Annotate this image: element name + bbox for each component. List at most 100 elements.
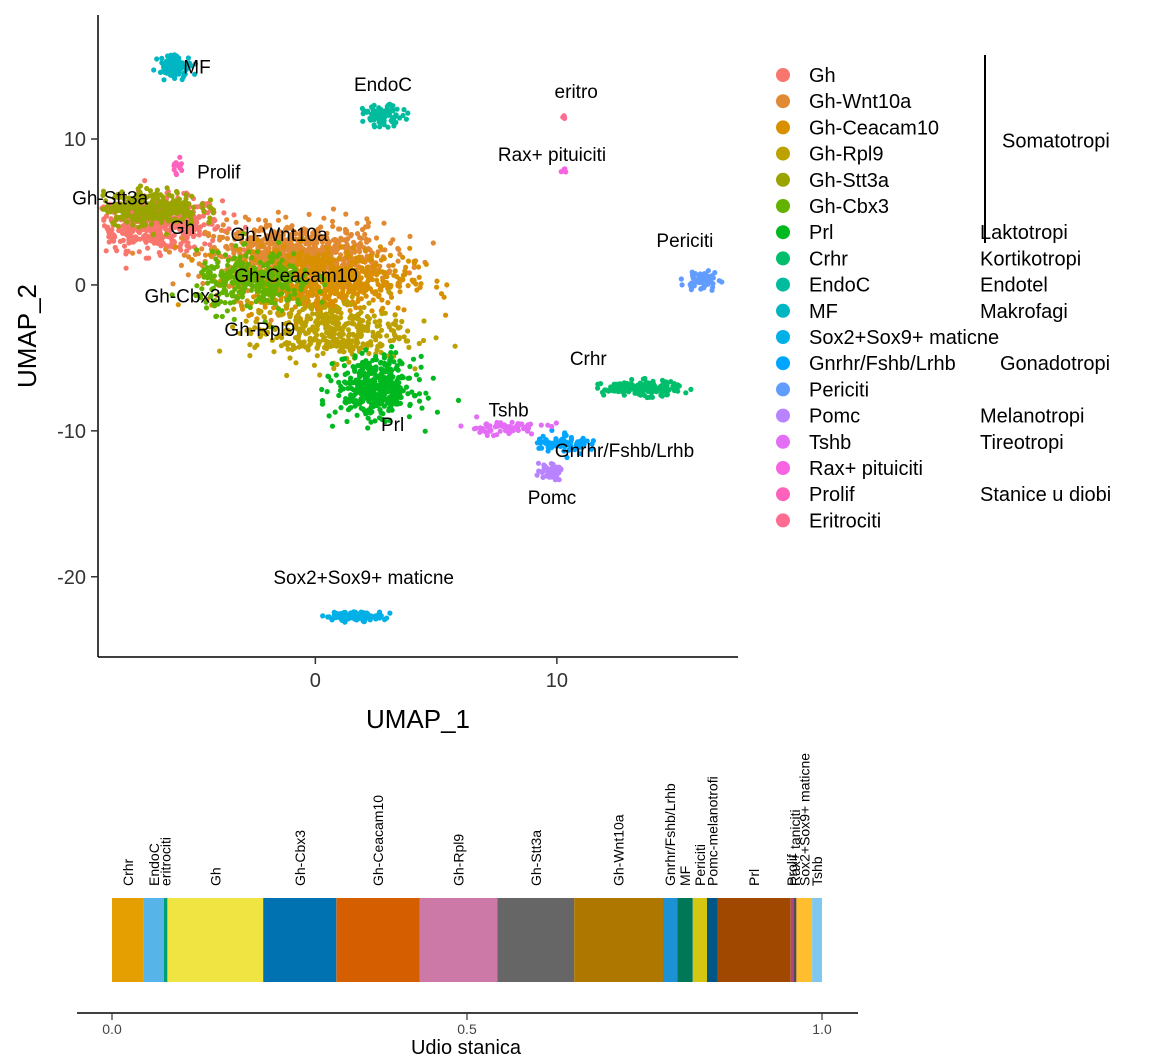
- scatter-point: [412, 392, 418, 399]
- scatter-point: [205, 280, 211, 286]
- scatter-point: [177, 154, 183, 160]
- legend-label: Periciti: [809, 379, 869, 401]
- scatter-point: [304, 315, 310, 321]
- cluster-label-gh-cbx3: Gh-Cbx3: [144, 286, 220, 307]
- scatter-point: [282, 238, 289, 244]
- scatter-point: [391, 359, 397, 365]
- scatter-point: [224, 217, 230, 223]
- scatter-point: [382, 280, 388, 286]
- scatter-point: [423, 390, 429, 396]
- scatter-point: [229, 242, 235, 248]
- scatter-point: [704, 277, 710, 283]
- scatter-point: [110, 232, 116, 238]
- scatter-point: [122, 212, 129, 218]
- scatter-point: [288, 232, 294, 238]
- scatter-point: [180, 216, 186, 222]
- scatter-point: [175, 162, 181, 169]
- scatter-point: [310, 270, 316, 276]
- bar-segment-periciti: [692, 898, 707, 982]
- scatter-point: [332, 409, 338, 415]
- scatter-point: [231, 212, 237, 218]
- scatter-point: [383, 388, 389, 394]
- scatter-point: [411, 277, 417, 283]
- scatter-point: [357, 249, 363, 255]
- scatter-point: [206, 219, 212, 225]
- scatter-point: [538, 422, 544, 428]
- scatter-point: [328, 378, 334, 384]
- bar-tick-label: 1.0: [812, 1021, 832, 1037]
- bar-segment-endoc: [143, 898, 164, 982]
- scatter-point: [375, 249, 381, 255]
- scatter-point: [113, 214, 120, 220]
- scatter-point: [371, 403, 377, 409]
- scatter-point: [326, 240, 332, 246]
- scatter-point: [369, 104, 375, 110]
- scatter-point: [274, 334, 280, 341]
- scatter-point: [166, 249, 172, 255]
- scatter-point: [381, 352, 387, 358]
- scatter-point: [177, 203, 183, 209]
- y-tick-label: -20: [57, 567, 86, 589]
- legend-swatch: [776, 356, 790, 371]
- scatter-point: [246, 249, 252, 255]
- scatter-point: [319, 401, 325, 407]
- scatter-point: [638, 391, 644, 397]
- scatter-point: [271, 305, 277, 311]
- scatter-point: [257, 259, 263, 265]
- scatter-point: [385, 124, 391, 130]
- legend-entry-endoc: EndoC: [776, 275, 870, 297]
- scatter-point: [536, 436, 543, 442]
- scatter-point: [384, 333, 390, 339]
- group-label-laktotropi: Laktotropi: [980, 222, 1068, 244]
- scatter-point: [227, 271, 233, 277]
- scatter-point: [279, 290, 285, 296]
- scatter-point: [390, 337, 396, 343]
- scatter-point: [262, 218, 269, 224]
- bar-label-periciti: Periciti: [692, 844, 708, 886]
- legend-label: Crhr: [809, 248, 848, 270]
- scatter-point: [343, 274, 349, 280]
- bar-label-endoc: EndoC: [146, 843, 162, 886]
- scatter-point: [293, 230, 299, 237]
- bar-label-gh-stt3a: Gh-Stt3a: [528, 830, 544, 886]
- scatter-point: [306, 211, 312, 217]
- scatter-point: [369, 388, 375, 394]
- scatter-point: [366, 350, 372, 357]
- scatter-point: [239, 306, 246, 312]
- scatter-point: [224, 308, 230, 314]
- scatter-point: [251, 229, 257, 235]
- legend-swatch: [776, 408, 790, 423]
- scatter-point: [545, 422, 551, 428]
- scatter-point: [120, 237, 126, 243]
- scatter-point: [345, 385, 351, 391]
- scatter-point: [361, 327, 367, 333]
- scatter-point: [346, 331, 352, 337]
- scatter-point: [345, 253, 352, 259]
- scatter-point: [283, 321, 289, 327]
- scatter-point: [344, 418, 350, 425]
- points-sox2-sox9-maticne: [320, 609, 393, 625]
- scatter-point: [105, 209, 111, 215]
- scatter-point: [238, 275, 244, 281]
- scatter-point: [266, 266, 272, 272]
- scatter-point: [280, 273, 286, 279]
- scatter-point: [328, 343, 334, 349]
- scatter-point: [359, 265, 365, 271]
- scatter-point: [122, 194, 128, 200]
- scatter-point: [265, 297, 271, 303]
- scatter-point: [392, 333, 398, 339]
- scatter-point: [130, 222, 136, 228]
- scatter-point: [222, 252, 229, 258]
- scatter-point: [341, 612, 347, 618]
- scatter-point: [208, 293, 214, 299]
- scatter-point: [352, 354, 358, 361]
- scatter-point: [316, 339, 323, 345]
- scatter-point: [202, 229, 208, 235]
- legend-entry-pomc: Pomc: [776, 406, 860, 428]
- scatter-point: [331, 257, 337, 263]
- scatter-point: [405, 258, 412, 264]
- scatter-point: [124, 219, 130, 225]
- scatter-point: [218, 299, 224, 305]
- scatter-point: [494, 432, 500, 438]
- scatter-point: [354, 412, 360, 418]
